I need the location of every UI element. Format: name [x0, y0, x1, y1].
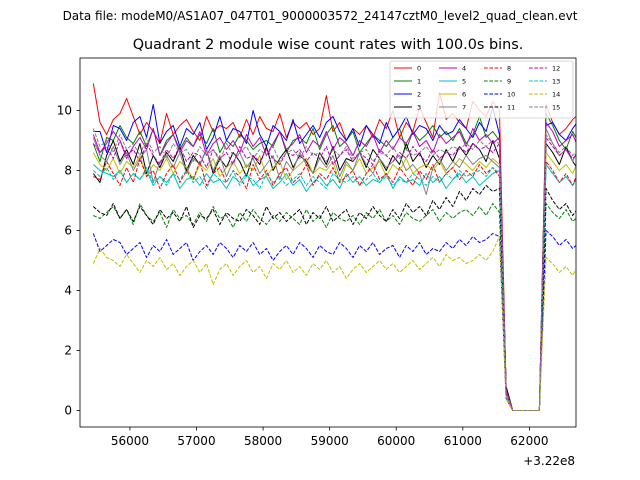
legend-label-6: 6 — [462, 90, 466, 98]
series-line-4 — [92, 122, 576, 411]
x-tick-label: 61000 — [444, 434, 482, 448]
legend-label-4: 4 — [462, 64, 466, 72]
plot-frame — [79, 57, 577, 428]
series-line-2 — [93, 104, 576, 411]
series-line-9 — [93, 203, 576, 411]
series-line-3 — [92, 140, 576, 411]
y-tick-label: 8 — [64, 164, 72, 178]
series-line-11 — [92, 185, 576, 411]
legend-label-11: 11 — [507, 103, 515, 111]
legend-label-5: 5 — [462, 77, 466, 85]
y-tick-label: 10 — [57, 104, 72, 118]
x-axis-offset-label: +3.22e8 — [523, 454, 575, 468]
series-line-5 — [92, 164, 576, 411]
plot-area — [79, 57, 577, 428]
legend-label-0: 0 — [417, 64, 421, 72]
chart-title: Quadrant 2 module wise count rates with … — [133, 37, 524, 53]
y-tick-label: 6 — [64, 224, 72, 238]
figure-suptitle: Data file: modeM0/AS1A07_047T01_90000035… — [63, 9, 578, 23]
series-line-13 — [92, 164, 576, 411]
x-tick-label: 59000 — [311, 434, 349, 448]
x-tick-label: 60000 — [377, 434, 415, 448]
y-tick-label: 4 — [64, 284, 72, 298]
x-tick-label: 57000 — [177, 434, 215, 448]
series-line-7 — [92, 128, 576, 411]
series-group — [92, 83, 576, 411]
series-line-12 — [92, 137, 576, 411]
series-line-14 — [92, 236, 576, 411]
series-line-10 — [92, 230, 576, 411]
x-axis: 56000 57000 58000 59000 60000 61000 62000 — [111, 427, 548, 448]
series-line-8 — [93, 158, 576, 411]
legend-label-7: 7 — [462, 103, 466, 111]
x-tick-label: 56000 — [111, 434, 149, 448]
x-tick-label: 58000 — [244, 434, 282, 448]
x-tick-label: 62000 — [510, 434, 548, 448]
y-tick-label: 0 — [64, 404, 72, 418]
legend-label-3: 3 — [417, 103, 421, 111]
legend-label-13: 13 — [552, 77, 560, 85]
legend-label-2: 2 — [417, 90, 421, 98]
legend-label-8: 8 — [507, 64, 511, 72]
legend-label-14: 14 — [552, 90, 560, 98]
legend-label-1: 1 — [417, 77, 421, 85]
legend-label-10: 10 — [507, 90, 515, 98]
legend-label-12: 12 — [552, 64, 560, 72]
y-axis: 0 2 4 6 8 10 — [57, 104, 80, 418]
legend-label-9: 9 — [507, 77, 511, 85]
legend-label-15: 15 — [552, 103, 560, 111]
y-tick-label: 2 — [64, 344, 72, 358]
legend-box — [389, 60, 574, 119]
series-line-15 — [92, 128, 576, 411]
